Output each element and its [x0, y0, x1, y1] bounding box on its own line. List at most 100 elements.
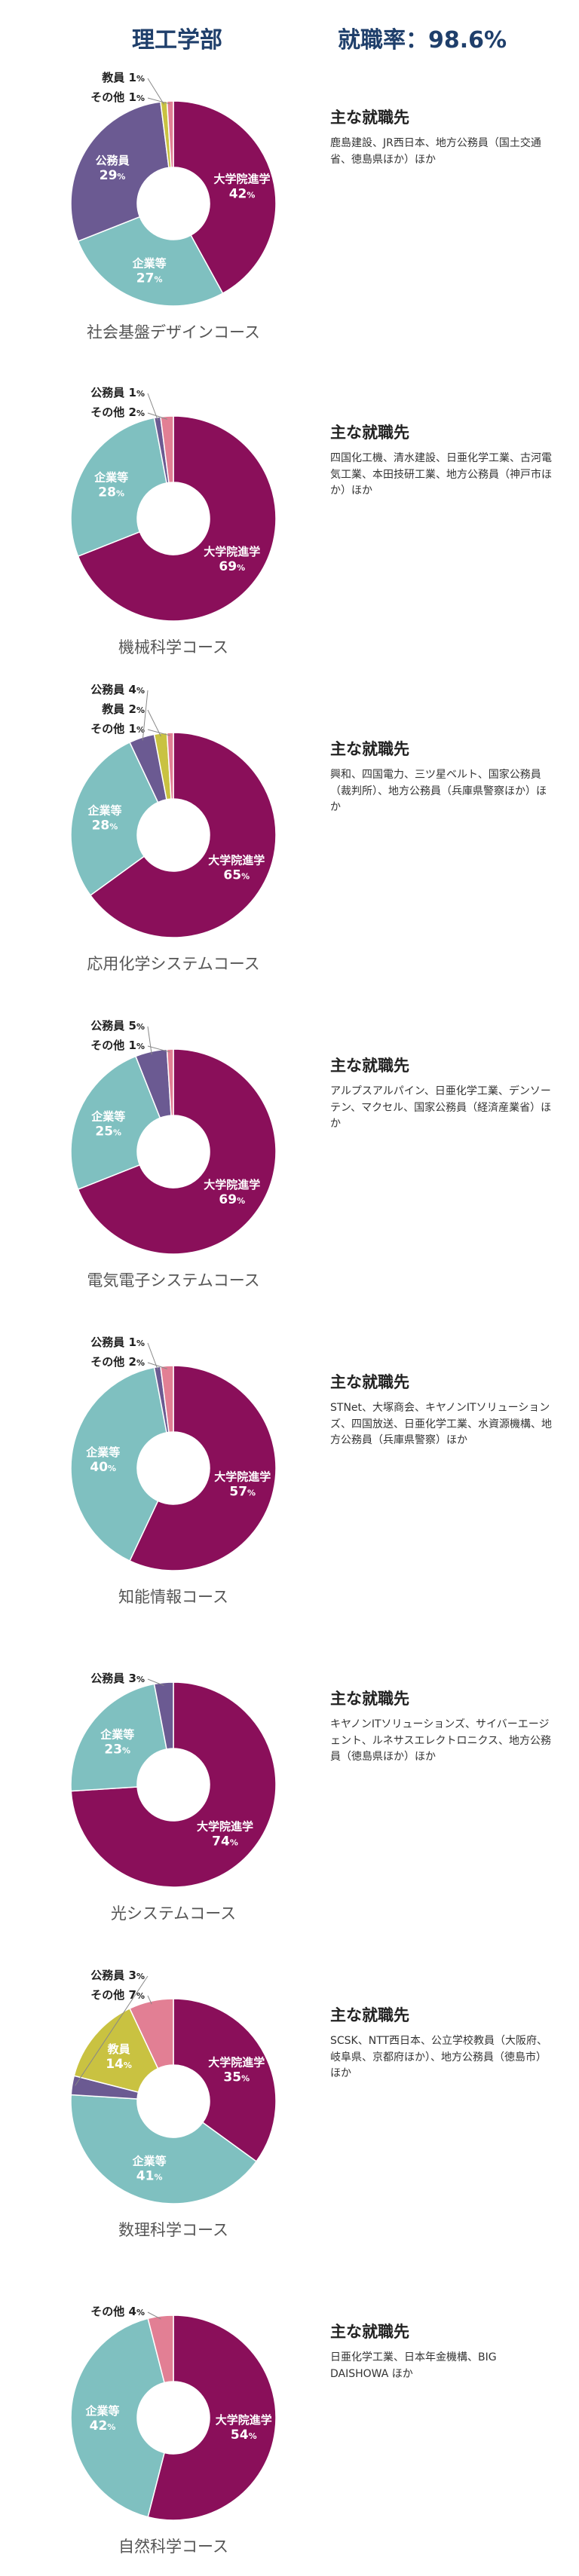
slice-label: 大学院進学 — [208, 854, 265, 867]
slice-daigakuin — [70, 1681, 277, 1888]
slice-value: 65% — [223, 868, 250, 883]
leader-line — [147, 393, 158, 421]
outside-label: 公務員 5% — [90, 1019, 145, 1033]
slice-label: 公務員 — [96, 154, 130, 167]
course-section: 大学院進学 35% 企業等 41% 教員 14% その他 7% 公務員 3% 数理科学コース 主な… — [0, 1943, 579, 2259]
employers-heading: 主な就職先 — [330, 424, 409, 442]
slice-value: 69% — [219, 1192, 245, 1207]
outside-label: その他 1% — [90, 1039, 145, 1052]
slice-label: 大学院進学 — [204, 545, 260, 558]
leader-line — [147, 97, 170, 105]
course-name: 機械科学コース — [118, 638, 228, 656]
employers-heading: 主な就職先 — [330, 740, 409, 758]
slice-value: 28% — [98, 485, 124, 500]
course-section: 大学院進学 57% 企業等 40% その他 2% 公務員 1% 知能情報コース 主な就職先 ST… — [0, 1310, 579, 1626]
outside-label: その他 4% — [90, 2305, 145, 2318]
outside-label: その他 2% — [90, 405, 145, 419]
course-name: 応用化学システムコース — [87, 955, 260, 973]
employers-list: アルプスアルパイン、日亜化学工業、デンソーテン、マクセル、国家公務員（経済産業省… — [330, 1085, 552, 1130]
outside-label: その他 1% — [90, 722, 145, 736]
slice-value: 25% — [95, 1124, 121, 1140]
employers-list: 四国化工機、清水建設、日亜化学工業、古河電気工業、本田技研工業、地方公務員（神戸… — [330, 452, 552, 497]
slice-label: 大学院進学 — [208, 2055, 265, 2069]
leader-line — [75, 1975, 149, 2086]
slice-kigyo — [70, 741, 159, 896]
course-section: 大学院進学 42% 企業等 27% 公務員 29% その他 1% 教員 1% 社会基盤デザインコ… — [0, 45, 579, 362]
course-name: 自然科学コース — [118, 2538, 228, 2556]
slice-value: 74% — [212, 1834, 238, 1849]
slice-kigyo — [70, 1366, 167, 1562]
course-name: 知能情報コース — [118, 1588, 228, 1606]
leader-line — [147, 2311, 161, 2320]
slice-value: 42% — [90, 2418, 116, 2434]
outside-label: 教員 1% — [101, 71, 145, 84]
employers-list: 鹿島建設、JR西日本、地方公務員（国土交通省、徳島県ほか）ほか — [330, 137, 541, 166]
slice-label: 企業等 — [87, 804, 121, 818]
employers-heading: 主な就職先 — [330, 2323, 409, 2341]
employers-heading: 主な就職先 — [330, 2006, 409, 2024]
slice-value: 40% — [90, 1460, 116, 1475]
employers-list: 興和、四国電力、三ツ星ベルト、国家公務員（裁判所）、地方公務員（兵庫県警察ほか）… — [330, 769, 547, 814]
course-name: 電気電子システムコース — [87, 1271, 260, 1290]
outside-label: 公務員 3% — [90, 1969, 145, 1982]
outside-label: その他 7% — [90, 1988, 145, 2002]
employers-list: STNet、大塚商会、キヤノンITソリューションズ、四国放送、日亜化学工業、水資… — [330, 1402, 552, 1447]
slice-label: 企業等 — [100, 1727, 134, 1741]
course-name: 社会基盤デザインコース — [87, 323, 260, 341]
employers-heading: 主な就職先 — [330, 1373, 409, 1391]
slice-label: 大学院進学 — [197, 1819, 253, 1833]
course-name: 光システムコース — [110, 1904, 237, 1923]
slice-value: 41% — [136, 2168, 163, 2183]
leader-line — [147, 78, 165, 105]
slice-sonota — [129, 1998, 174, 2070]
slice-label: 企業等 — [93, 471, 128, 485]
outside-label: 公務員 1% — [90, 386, 145, 399]
slice-daigakuin — [147, 2314, 277, 2521]
slice-daigakuin — [77, 1048, 277, 1255]
employment-rate: 就職率：98.6% — [338, 27, 507, 54]
slice-label: 大学院進学 — [204, 1178, 260, 1192]
slice-value: 57% — [229, 1485, 256, 1500]
slice-value: 29% — [100, 168, 126, 183]
employers-list: キヤノンITソリューションズ、サイバーエージェント、ルネサスエレクトロニクス、地… — [330, 1718, 552, 1764]
page-title: 理工学部 — [132, 27, 222, 54]
leader-line — [147, 1026, 152, 1055]
slice-label: 大学院進学 — [214, 173, 271, 186]
employers-heading: 主な就職先 — [330, 1690, 409, 1708]
slice-daigakuin — [173, 100, 277, 295]
leader-line — [147, 412, 167, 420]
slice-sonota — [160, 415, 174, 484]
slice-kigyo — [70, 2094, 258, 2204]
course-name: 数理科学コース — [118, 2221, 228, 2239]
employers-heading: 主な就職先 — [330, 109, 409, 127]
slice-label: 企業等 — [90, 1110, 125, 1124]
employers-list: 日亜化学工業、日本年金機構、BIG DAISHOWA ほか — [330, 2351, 497, 2380]
slice-label: 企業等 — [132, 2154, 167, 2168]
slice-label: 企業等 — [132, 256, 167, 270]
slice-value: 42% — [229, 187, 256, 202]
slice-value: 28% — [92, 818, 118, 834]
outside-label: その他 1% — [90, 90, 145, 104]
outside-label: その他 2% — [90, 1355, 145, 1369]
slice-value: 23% — [104, 1742, 130, 1757]
course-section: 大学院進学 69% 企業等 28% その他 2% 公務員 1% 機械科学コース 主な就職先 四国… — [0, 360, 579, 677]
leader-line — [142, 690, 149, 741]
slice-value: 14% — [106, 2057, 132, 2072]
course-section: 大学院進学 69% 企業等 25% その他 1% 公務員 5% 電気電子システムコース 主な就… — [0, 993, 579, 1310]
course-section: 大学院進学 65% 企業等 28% その他 1% 教員 2% 公務員 4% 応用化学システムコ… — [0, 677, 579, 993]
employers-heading: 主な就職先 — [330, 1057, 409, 1075]
course-section: 大学院進学 54% 企業等 42% その他 4% 自然科学コース 主な就職先 日亜化学工業、日… — [0, 2259, 579, 2576]
leader-line — [147, 1342, 158, 1370]
outside-label: 公務員 1% — [90, 1335, 145, 1349]
leader-line — [147, 709, 161, 737]
slice-kigyo — [70, 1683, 167, 1792]
slice-sonota — [160, 1365, 174, 1433]
outside-label: 教員 2% — [101, 702, 145, 716]
course-section: 大学院進学 74% 企業等 23% 公務員 3% 光システムコース 主な就職先 キヤノンITソ… — [0, 1626, 579, 1943]
